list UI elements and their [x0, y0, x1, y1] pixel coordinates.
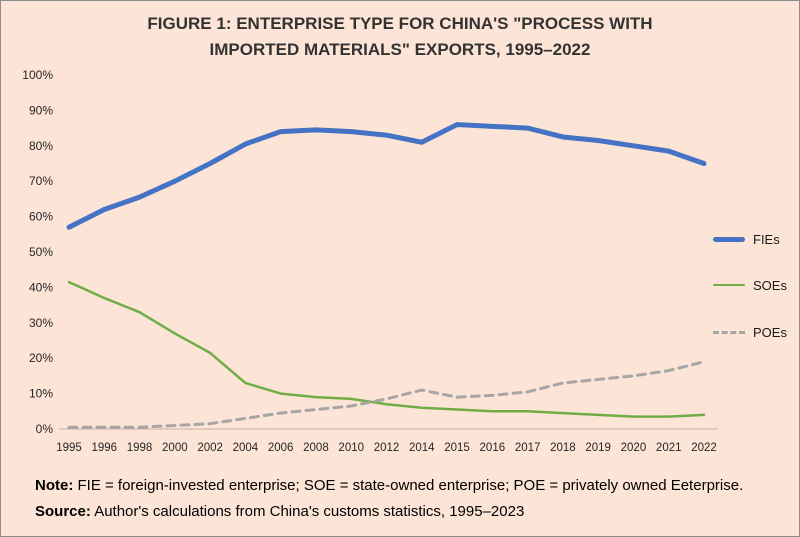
legend-label-soes: SOEs	[753, 277, 787, 293]
legend-item-soes: SOEs	[713, 275, 787, 295]
y-tick-label: 60%	[29, 210, 53, 224]
legend-item-fies: FIEs	[713, 229, 780, 249]
note: Note: FIE = foreign-invested enterprise;…	[35, 473, 781, 524]
x-tick-label: 2000	[162, 442, 188, 454]
y-tick-label: 100%	[22, 68, 53, 82]
x-tick-label: 2002	[197, 442, 223, 454]
x-tick-label: 2016	[480, 442, 506, 454]
x-tick-label: 2004	[233, 442, 259, 454]
x-tick-label: 2017	[515, 442, 541, 454]
chart-title-line2: IMPORTED MATERIALS" EXPORTS, 1995–2022	[209, 39, 591, 59]
note-label: Note:	[35, 477, 74, 494]
x-tick-label: 2014	[409, 442, 435, 454]
fies-line-swatch	[713, 236, 745, 242]
note-text: FIE = foreign-invested enterprise; SOE =…	[73, 477, 744, 494]
y-tick-label: 20%	[29, 351, 53, 365]
y-tick-label: 0%	[36, 422, 54, 436]
x-tick-label: 2015	[444, 442, 470, 454]
x-tick-label: 2021	[656, 442, 682, 454]
y-tick-label: 30%	[29, 316, 53, 330]
series-line-soes	[67, 280, 706, 418]
x-tick-label: 2022	[691, 442, 717, 454]
source-label: Source:	[35, 502, 91, 520]
x-tick-label: 2008	[303, 442, 329, 454]
x-tick-label: 2010	[338, 442, 364, 454]
x-tick-label: 2018	[550, 442, 576, 454]
chart-title-line1: FIGURE 1: ENTERPRISE TYPE FOR CHINA'S "P…	[147, 14, 653, 33]
source-text: Author's calculations from China's custo…	[90, 502, 525, 520]
line-chart: 0% 10% 20% 30% 40% 50% 60% 70% 80% 90% 100% 1995 199…	[22, 68, 718, 454]
x-tick-label: 2006	[268, 442, 294, 454]
x-tick-label: 1998	[127, 442, 153, 454]
x-tick-label: 2020	[621, 442, 647, 454]
series-line-fies	[66, 122, 707, 230]
series-line-poes	[67, 360, 706, 429]
legend-item-poes: POEs	[713, 322, 787, 342]
x-tick-label: 1995	[56, 442, 82, 454]
soes-line-swatch	[713, 283, 745, 287]
y-tick-label: 50%	[29, 245, 53, 259]
x-tick-label: 2019	[585, 442, 611, 454]
x-tick-label: 1996	[91, 442, 117, 454]
y-tick-label: 90%	[29, 103, 53, 117]
y-tick-label: 80%	[29, 139, 53, 153]
legend-label-fies: FIEs	[753, 231, 780, 247]
chart-title: FIGURE 1: ENTERPRISE TYPE FOR CHINA'S "P…	[1, 11, 799, 62]
legend-label-poes: POEs	[753, 324, 787, 340]
poes-line-swatch	[713, 330, 745, 334]
y-tick-label: 70%	[29, 174, 53, 188]
y-tick-label: 10%	[29, 387, 53, 401]
y-tick-label: 40%	[29, 280, 53, 294]
x-tick-label: 2012	[374, 442, 400, 454]
